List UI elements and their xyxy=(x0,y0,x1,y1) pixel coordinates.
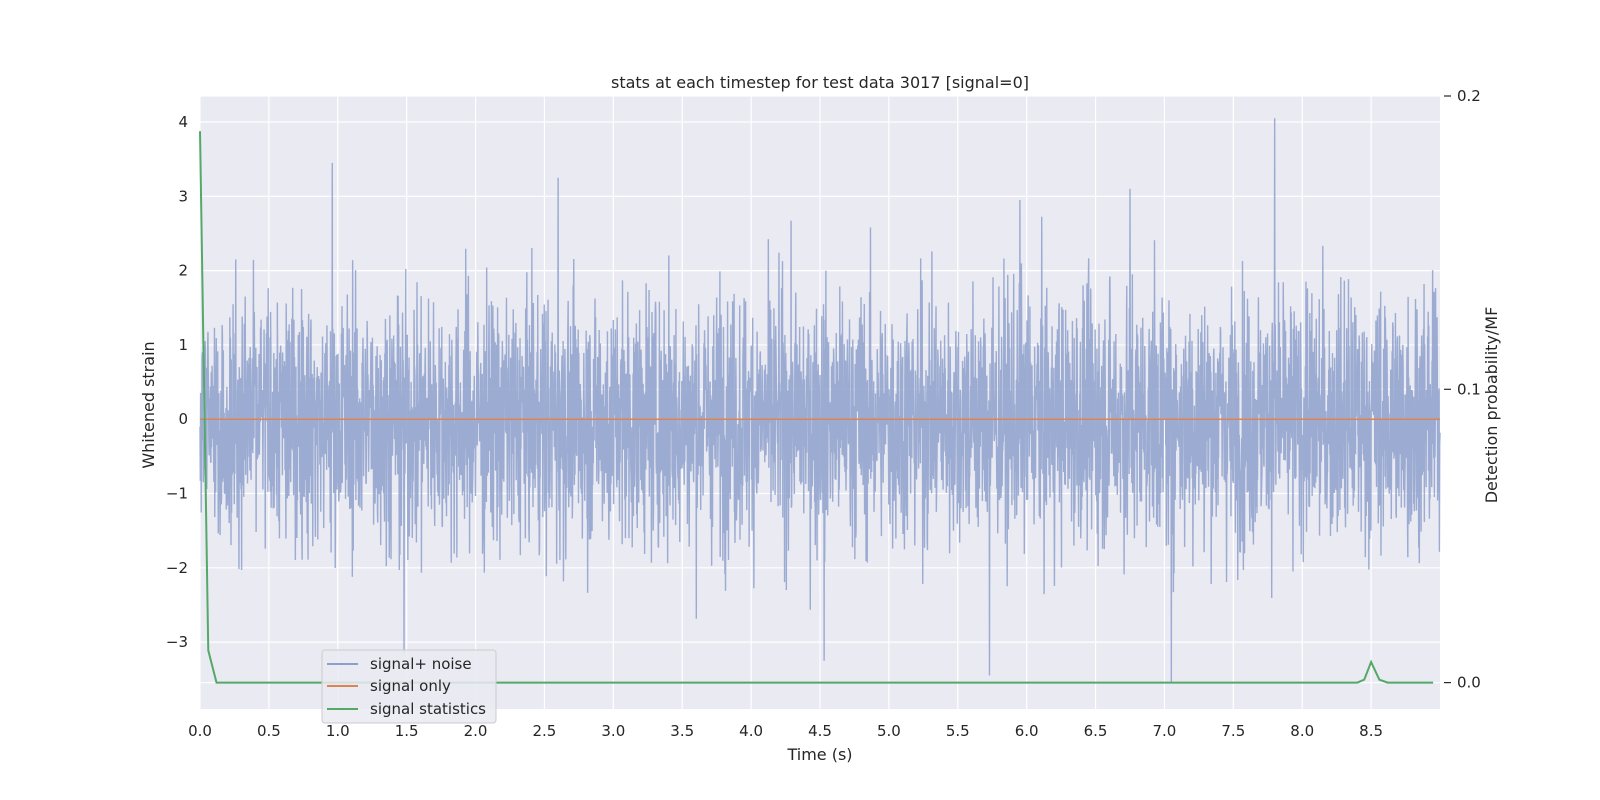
x-tick-label: 2.5 xyxy=(533,722,557,740)
legend-label-signal-statistics: signal statistics xyxy=(370,700,486,718)
x-axis-title: Time (s) xyxy=(786,745,852,764)
y-tick-label: 0 xyxy=(178,410,188,428)
legend-label-signal-only: signal only xyxy=(370,677,451,695)
y-tick-label: 4 xyxy=(178,113,188,131)
y2-axis-title: Detection probability/MF xyxy=(1482,307,1501,504)
legend-box xyxy=(321,649,497,724)
x-tick-label: 2.0 xyxy=(464,722,488,740)
y-tick-label: −2 xyxy=(166,559,188,577)
x-tick-label: 0.5 xyxy=(257,722,281,740)
x-tick-label: 1.0 xyxy=(326,722,350,740)
chart-title: stats at each timestep for test data 301… xyxy=(611,73,1029,92)
series-line-signal-statistics xyxy=(199,131,1434,684)
y-tick-label: 3 xyxy=(178,187,188,205)
x-tick-label: 6.5 xyxy=(1084,722,1108,740)
y2-tick-labels: 0.0 0.1 0.2 xyxy=(1444,87,1481,692)
x-tick-label: 7.5 xyxy=(1221,722,1245,740)
x-tick-label: 4.5 xyxy=(808,722,832,740)
legend: signal+ noise signal only signal statist… xyxy=(321,649,497,724)
y-axis-title: Whitened strain xyxy=(139,341,158,468)
y2-tick-label: 0.0 xyxy=(1457,674,1481,692)
x-tick-labels: 0.0 0.5 1.0 1.5 2.0 2.5 3.0 3.5 4.0 4.5 5.0 5.5 6.0 6… xyxy=(188,722,1383,740)
x-tick-label: 1.5 xyxy=(395,722,419,740)
x-tick-label: 7.0 xyxy=(1153,722,1177,740)
y-tick-label: 1 xyxy=(178,336,188,354)
x-tick-label: 6.0 xyxy=(1015,722,1039,740)
series-layer xyxy=(199,118,1441,684)
series-line-signal-noise xyxy=(199,118,1441,683)
x-tick-label: 8.0 xyxy=(1290,722,1314,740)
y-tick-labels: −3 −2 −1 0 1 2 3 4 xyxy=(166,113,188,651)
x-tick-label: 8.5 xyxy=(1359,722,1383,740)
x-tick-label: 3.0 xyxy=(601,722,625,740)
x-tick-label: 5.5 xyxy=(946,722,970,740)
x-tick-label: 4.0 xyxy=(739,722,763,740)
y-tick-label: −1 xyxy=(166,485,188,503)
y2-tick-label: 0.2 xyxy=(1457,87,1481,105)
x-tick-label: 3.5 xyxy=(670,722,694,740)
x-tick-label: 5.0 xyxy=(877,722,901,740)
legend-label-signal-noise: signal+ noise xyxy=(370,655,472,673)
y-tick-label: 2 xyxy=(178,262,188,280)
x-tick-label: 0.0 xyxy=(188,722,212,740)
y2-tick-label: 0.1 xyxy=(1457,380,1481,398)
y-tick-label: −3 xyxy=(166,633,188,651)
